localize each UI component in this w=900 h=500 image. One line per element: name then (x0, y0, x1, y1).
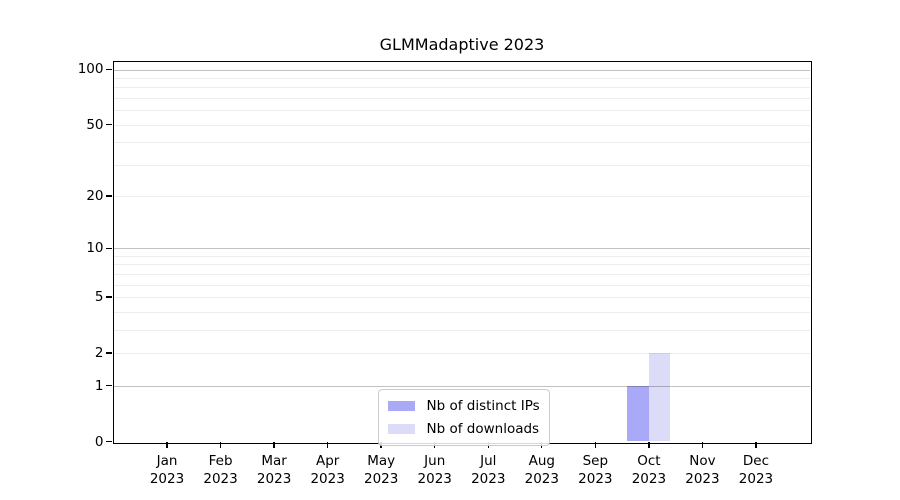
y-tick-mark (106, 247, 112, 249)
gridlines-layer (113, 62, 810, 442)
y-tick-label: 5 (94, 289, 104, 306)
y-axis: 0 1 2 5 10 20 50 100 (78, 61, 810, 450)
x-tick-mark (219, 441, 222, 448)
x-tick-label: Jan 2023 (149, 452, 185, 487)
minor-gridline (113, 255, 810, 257)
y-tick-mark (106, 68, 112, 71)
y-tick-label: 10 (86, 240, 104, 257)
x-tick-label: May 2023 (364, 452, 399, 487)
legend-label-downloads: Nb of downloads (426, 420, 540, 437)
y-tick-label: 2 (94, 344, 104, 361)
x-tick-label: Jun 2023 (417, 452, 452, 487)
x-tick-mark (594, 441, 597, 448)
minor-gridline (113, 329, 810, 331)
y-tick-mark (106, 296, 112, 298)
y-tick-label: 1 (94, 377, 104, 394)
minor-gridline (113, 264, 810, 266)
distinct-ips-swatch-icon (387, 400, 415, 411)
x-tick-label: Feb 2023 (203, 452, 238, 487)
chart-title: GLMMadaptive 2023 (379, 35, 545, 54)
x-tick-label: Jul 2023 (471, 452, 506, 487)
major-gridline (113, 385, 810, 387)
minor-gridline (113, 97, 810, 99)
minor-gridline (113, 352, 810, 354)
x-tick-mark (166, 441, 168, 448)
y-tick-label: 0 (94, 433, 104, 450)
bars-layer (114, 62, 810, 442)
y-tick-mark (106, 352, 112, 354)
y-tick-label: 20 (86, 188, 104, 205)
major-gridline (113, 69, 810, 71)
plot-area: 0 1 2 5 10 20 50 100 Jan 2023 Feb 2023 Mar 2023 Apr 20… (78, 60, 812, 487)
x-tick-label: Nov 2023 (685, 452, 720, 487)
minor-gridline (113, 77, 810, 79)
x-tick-label: Aug 2023 (524, 452, 559, 487)
minor-gridline (113, 273, 810, 275)
minor-gridline (113, 87, 810, 89)
legend-item-distinct-ips: Nb of distinct IPs (387, 397, 540, 415)
x-tick-label: Oct 2023 (631, 452, 667, 487)
x-tick-mark (755, 441, 757, 448)
x-tick-mark (701, 441, 704, 448)
x-tick-mark (648, 441, 650, 448)
y-tick-mark (106, 123, 112, 126)
downloads-swatch-icon (387, 423, 415, 434)
legend: Nb of distinct IPs Nb of downloads (377, 388, 550, 446)
minor-gridline (113, 284, 810, 286)
legend-label-distinct-ips: Nb of distinct IPs (426, 397, 540, 414)
minor-gridline (113, 110, 810, 112)
x-tick-label: Dec 2023 (738, 452, 774, 487)
x-axis: Jan 2023 Feb 2023 Mar 2023 Apr 2023 May 2023 Jun 20… (114, 62, 810, 487)
y-tick-label: 50 (86, 116, 104, 133)
y-tick-mark (106, 384, 112, 387)
minor-gridline (113, 142, 810, 144)
x-tick-label: Apr 2023 (310, 452, 345, 487)
minor-gridline (113, 124, 810, 126)
minor-gridline (113, 164, 810, 166)
x-tick-label: Mar 2023 (256, 452, 292, 487)
bar-downloads (648, 352, 671, 442)
y-tick-mark (106, 440, 112, 443)
x-tick-mark (273, 441, 275, 448)
bar-distinct-ips (627, 385, 649, 442)
minor-gridline (113, 196, 810, 198)
y-tick-mark (106, 195, 112, 197)
x-tick-mark (326, 441, 329, 448)
legend-item-downloads: Nb of downloads (387, 420, 540, 438)
minor-gridline (113, 297, 810, 299)
x-tick-label: Sep 2023 (578, 452, 613, 487)
major-gridline (113, 248, 810, 250)
minor-gridline (113, 311, 810, 313)
y-tick-label: 100 (77, 61, 104, 78)
